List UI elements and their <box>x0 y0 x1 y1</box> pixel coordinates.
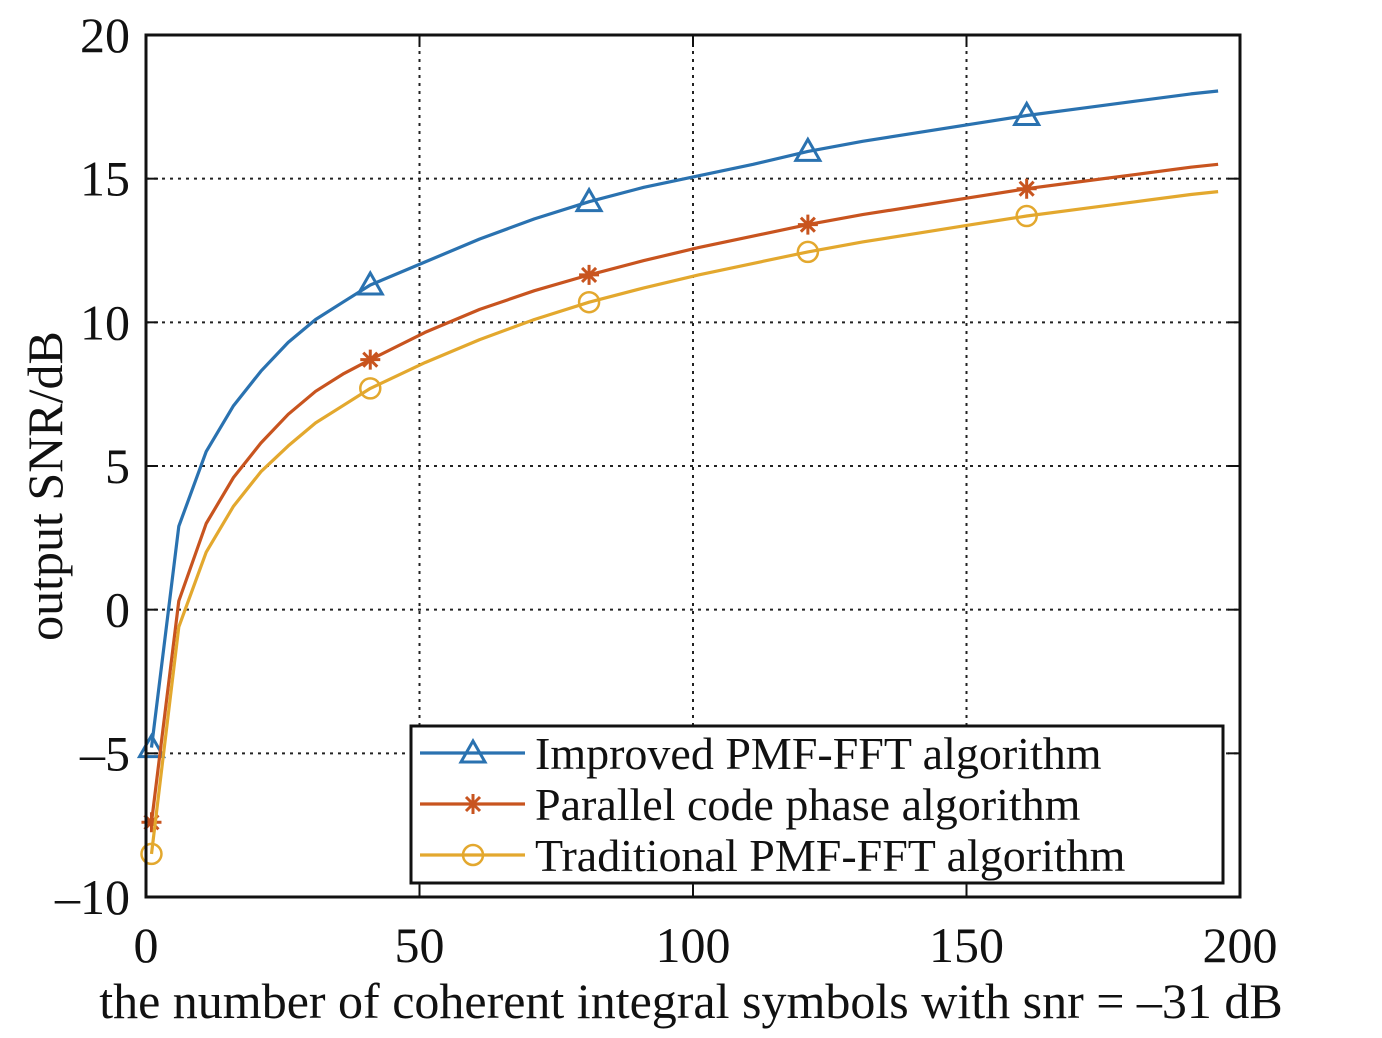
x-tick-label: 50 <box>395 917 445 973</box>
data-point-marker <box>1015 204 1038 228</box>
series-line <box>149 162 1219 823</box>
y-tick-label: –10 <box>54 869 130 925</box>
y-tick-label: 20 <box>80 7 130 63</box>
y-tick-label: –5 <box>79 725 130 781</box>
series-line <box>149 89 1219 748</box>
y-tick-label: 10 <box>80 294 130 350</box>
series-group <box>136 89 1219 866</box>
series-2 <box>141 162 1219 833</box>
data-point-marker <box>140 842 163 866</box>
plot-frame <box>144 33 1242 899</box>
legend-marker <box>461 843 485 867</box>
legend-label: Parallel code phase algorithm <box>535 779 1081 830</box>
legend-box <box>409 724 1225 885</box>
data-point-marker <box>1016 178 1037 199</box>
data-point-marker <box>579 264 600 285</box>
y-tick-label: 15 <box>80 151 130 207</box>
x-tick-label: 0 <box>134 917 159 973</box>
y-axis-label: output SNR/dB <box>17 331 73 641</box>
data-point-marker <box>574 186 604 213</box>
axis-ticks: 0 50 100 150 200 –10 –5 0 5 10 15 20 <box>54 7 1278 973</box>
y-tick-label: 0 <box>105 582 130 638</box>
y-tick-label: 5 <box>105 438 130 494</box>
x-tick-label: 100 <box>656 917 731 973</box>
x-tick-label: 200 <box>1203 917 1278 973</box>
data-point-marker <box>355 269 385 296</box>
series-3 <box>140 190 1219 866</box>
x-tick-label: 150 <box>929 917 1004 973</box>
data-point-marker <box>796 240 820 264</box>
legend-label: Traditional PMF-FFT algorithm <box>535 830 1126 881</box>
legend-marker <box>463 794 483 814</box>
x-axis-label: the number of coherent integral symbols … <box>99 973 1283 1029</box>
data-point-marker <box>141 812 162 833</box>
data-point-marker <box>797 214 818 235</box>
series-line <box>149 190 1219 855</box>
series-1 <box>136 89 1219 759</box>
data-point-marker <box>577 290 601 314</box>
legend-marker <box>458 737 488 764</box>
data-point-marker <box>793 136 823 162</box>
data-point-marker <box>359 377 382 400</box>
legend-label: Improved PMF-FFT algorithm <box>535 728 1102 779</box>
data-point-marker <box>360 349 381 370</box>
data-point-marker <box>1012 100 1042 126</box>
